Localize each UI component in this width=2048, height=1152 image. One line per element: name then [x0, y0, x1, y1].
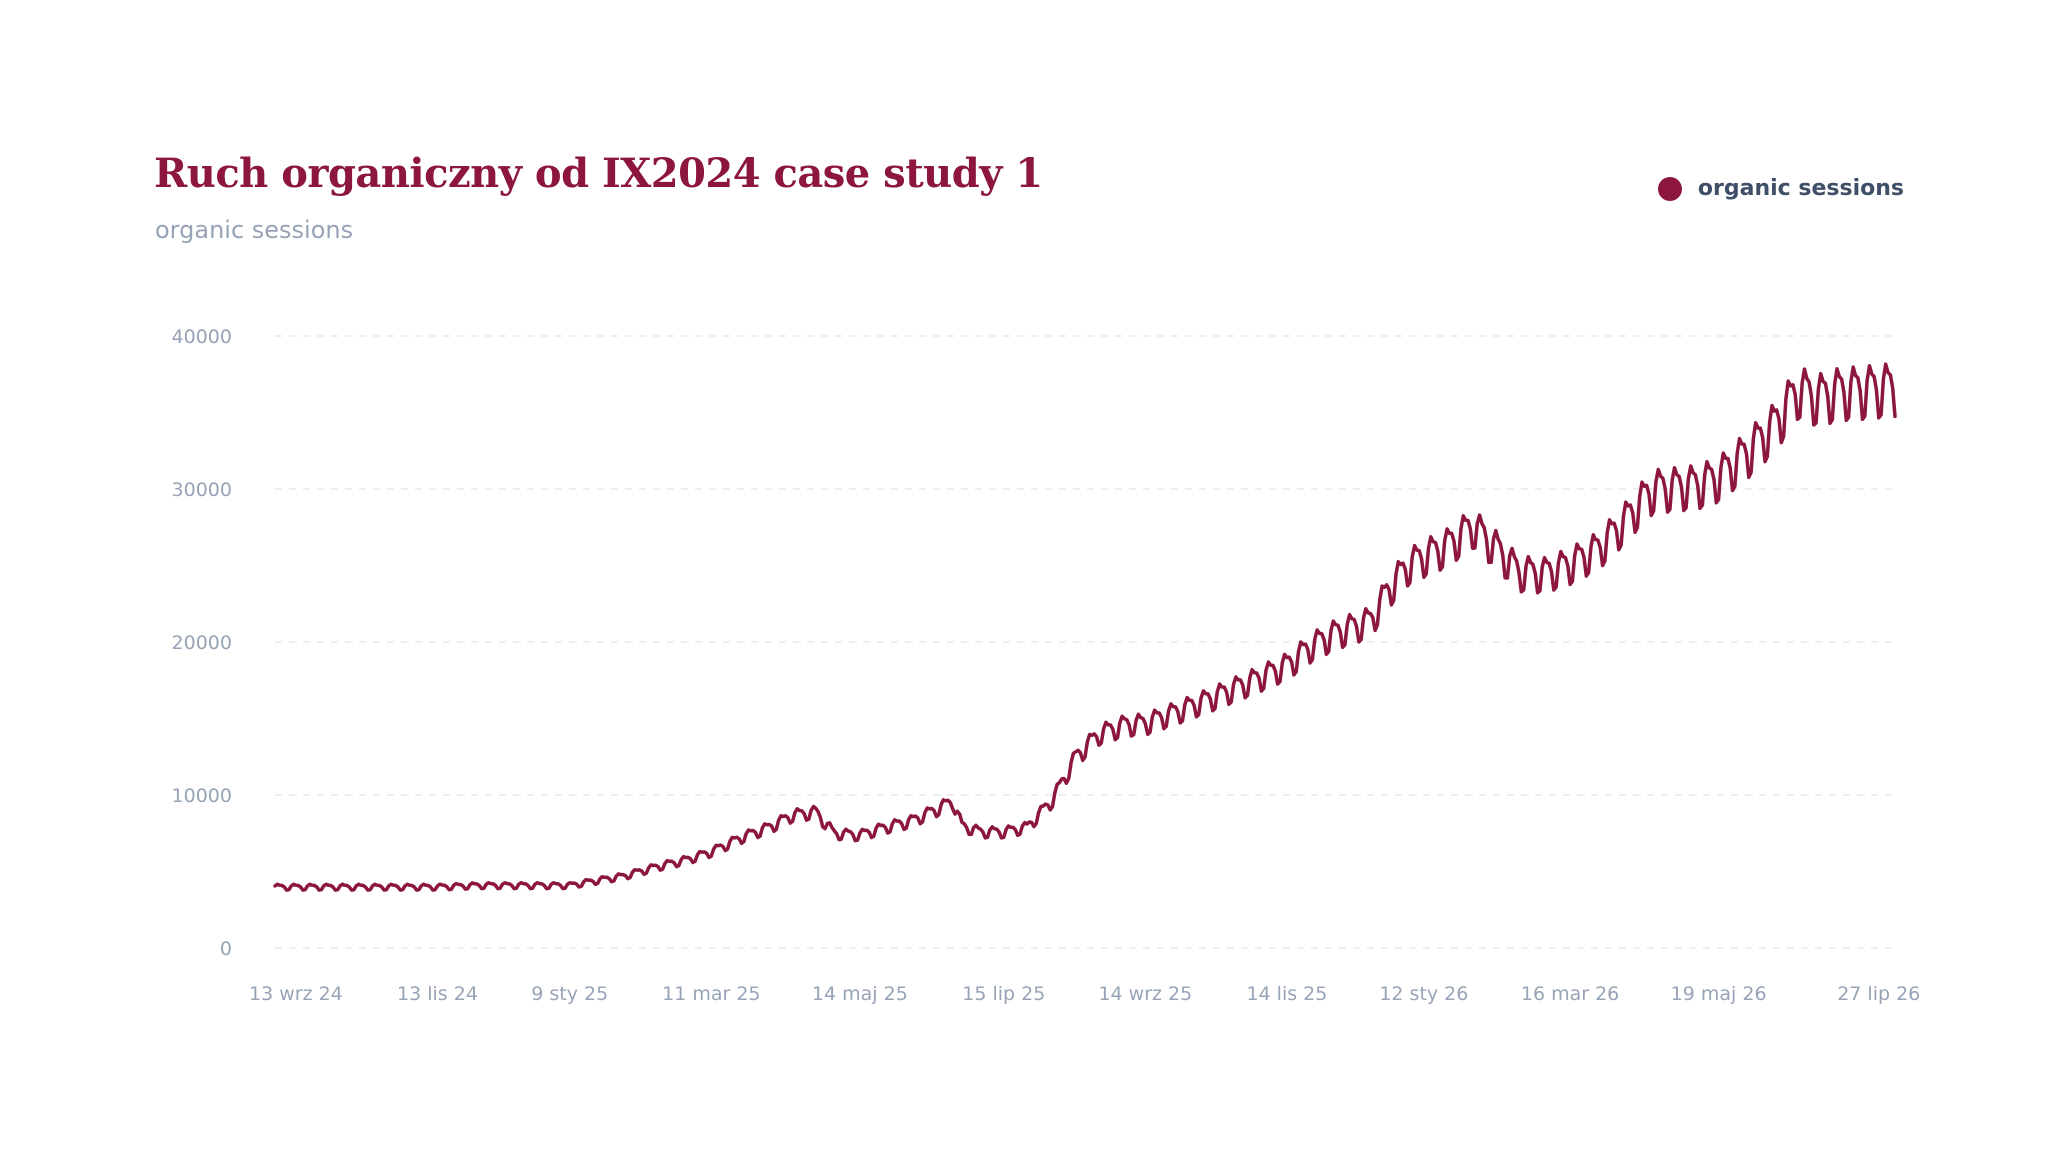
chart-subtitle: organic sessions	[155, 216, 354, 244]
y-tick-label: 30000	[172, 479, 232, 501]
x-axis: 13 wrz 24 13 lis 24 9 sty 25 11 mar 25 14 ma…	[249, 983, 1920, 1005]
x-tick-label: 13 lis 24	[397, 983, 478, 1005]
series-layer	[273, 362, 1897, 892]
x-tick-label: 14 maj 25	[812, 983, 908, 1005]
x-tick-label: 9 sty 25	[531, 983, 608, 1005]
series-line-organic-sessions[interactable]	[273, 362, 1897, 892]
x-tick-label: 13 wrz 24	[249, 983, 343, 1005]
x-tick-label: 19 maj 26	[1671, 983, 1767, 1005]
x-tick-label: 16 mar 26	[1521, 983, 1619, 1005]
x-tick-label: 14 wrz 25	[1098, 983, 1192, 1005]
y-tick-label: 0	[220, 938, 232, 960]
chart-title: Ruch organiczny od IX2024 case study 1	[154, 150, 1043, 197]
x-tick-label: 14 lis 25	[1246, 983, 1327, 1005]
y-tick-label: 10000	[172, 785, 232, 807]
legend-marker-icon	[1657, 176, 1682, 201]
grid-layer	[275, 335, 1895, 949]
y-axis: 0 10000 20000 30000 40000	[172, 326, 232, 960]
x-tick-label: 12 sty 26	[1379, 983, 1468, 1005]
y-tick-label: 20000	[172, 632, 232, 654]
x-tick-label: 15 lip 25	[962, 983, 1045, 1005]
legend-label: organic sessions	[1697, 176, 1904, 201]
chart-legend[interactable]: organic sessions	[1657, 176, 1904, 201]
x-tick-label: 27 lip 26	[1837, 983, 1920, 1005]
x-tick-label: 11 mar 25	[662, 983, 760, 1005]
y-tick-label: 40000	[172, 326, 232, 348]
